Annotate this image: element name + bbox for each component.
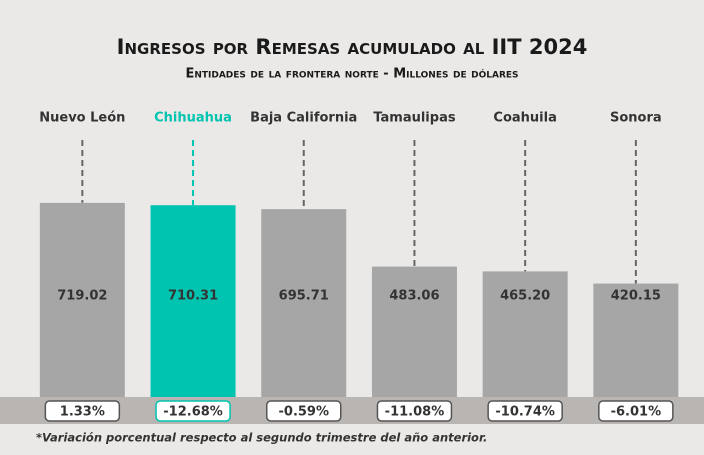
variation-label: -12.68% <box>163 405 223 420</box>
chart-title: Ingresos por Remesas acumulado al IIT 20… <box>117 35 588 59</box>
variation-label: 1.33% <box>60 405 105 420</box>
variation-box <box>44 400 121 422</box>
category-label: Nuevo León <box>39 111 125 126</box>
category-label: Baja California <box>250 111 357 126</box>
bar <box>39 202 125 397</box>
bar <box>150 205 236 397</box>
variation-box <box>266 400 342 422</box>
value-label: 483.06 <box>389 289 439 304</box>
category-label: Sonora <box>610 111 662 126</box>
footnote: *Variación porcentual respecto al segund… <box>36 431 487 445</box>
bar <box>593 283 679 397</box>
variation-box <box>487 400 563 422</box>
category-label: Tamaulipas <box>373 111 456 126</box>
chart-subtitle: Entidades de la frontera norte - Millone… <box>185 67 518 82</box>
variation-label: -6.01% <box>611 405 662 420</box>
bar <box>482 271 568 397</box>
variation-box <box>376 400 453 422</box>
variation-box <box>598 400 674 422</box>
value-label: 420.15 <box>611 289 661 304</box>
variation-label: -0.59% <box>279 405 330 420</box>
value-label: 695.71 <box>279 289 329 304</box>
variation-label: -11.08% <box>385 405 445 420</box>
variation-box <box>155 400 231 422</box>
value-label: 719.02 <box>57 289 107 304</box>
category-label: Coahuila <box>493 111 556 126</box>
value-label: 710.31 <box>168 289 218 304</box>
variation-label: -10.74% <box>495 405 555 420</box>
value-label: 465.20 <box>500 289 550 304</box>
bar <box>371 266 457 397</box>
bar <box>261 209 347 397</box>
category-label: Chihuahua <box>154 111 232 126</box>
